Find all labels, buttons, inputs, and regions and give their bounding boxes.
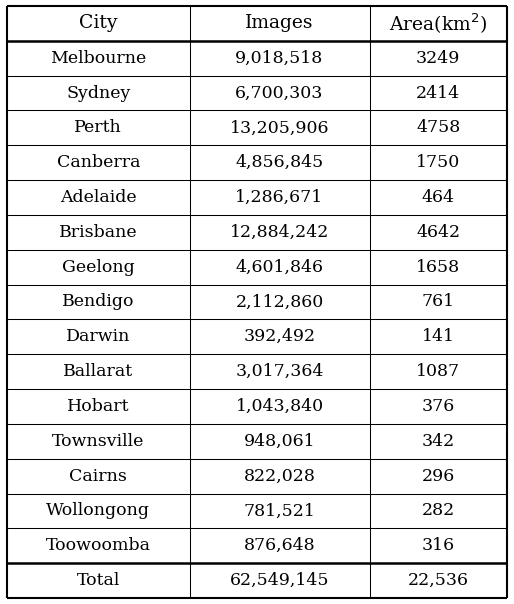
Text: 1658: 1658 bbox=[416, 259, 461, 275]
Text: Sydney: Sydney bbox=[66, 85, 131, 101]
Text: 948,061: 948,061 bbox=[244, 433, 315, 450]
Text: 781,521: 781,521 bbox=[244, 503, 316, 519]
Text: 2414: 2414 bbox=[416, 85, 461, 101]
Text: 3249: 3249 bbox=[416, 50, 461, 66]
Text: Ballarat: Ballarat bbox=[63, 363, 133, 380]
Text: 316: 316 bbox=[421, 538, 455, 554]
Text: Townsville: Townsville bbox=[52, 433, 144, 450]
Text: 9,018,518: 9,018,518 bbox=[235, 50, 324, 66]
Text: 876,648: 876,648 bbox=[244, 538, 315, 554]
Text: 822,028: 822,028 bbox=[244, 467, 316, 484]
Text: Brisbane: Brisbane bbox=[59, 224, 138, 241]
Text: 1,286,671: 1,286,671 bbox=[235, 189, 324, 206]
Text: 4642: 4642 bbox=[416, 224, 461, 241]
Text: 1,043,840: 1,043,840 bbox=[235, 398, 323, 415]
Text: Area(km$^2$): Area(km$^2$) bbox=[389, 11, 487, 36]
Text: Geelong: Geelong bbox=[62, 259, 135, 275]
Text: Adelaide: Adelaide bbox=[60, 189, 137, 206]
Text: 342: 342 bbox=[421, 433, 455, 450]
Text: City: City bbox=[79, 14, 118, 33]
Text: 296: 296 bbox=[421, 467, 455, 484]
Text: 464: 464 bbox=[422, 189, 455, 206]
Text: 4,856,845: 4,856,845 bbox=[235, 154, 324, 171]
Text: 2,112,860: 2,112,860 bbox=[235, 294, 324, 310]
Text: Darwin: Darwin bbox=[66, 329, 131, 345]
Text: Toowoomba: Toowoomba bbox=[46, 538, 151, 554]
Text: Bendigo: Bendigo bbox=[62, 294, 135, 310]
Text: 13,205,906: 13,205,906 bbox=[230, 120, 329, 137]
Text: 282: 282 bbox=[421, 503, 455, 519]
Text: 1087: 1087 bbox=[416, 363, 461, 380]
Text: Hobart: Hobart bbox=[67, 398, 130, 415]
Text: 761: 761 bbox=[421, 294, 455, 310]
Text: 22,536: 22,536 bbox=[408, 572, 469, 589]
Text: Wollongong: Wollongong bbox=[46, 503, 150, 519]
Text: Total: Total bbox=[77, 572, 120, 589]
Text: Canberra: Canberra bbox=[57, 154, 140, 171]
Text: Perth: Perth bbox=[75, 120, 122, 137]
Text: 392,492: 392,492 bbox=[244, 329, 316, 345]
Text: 3,017,364: 3,017,364 bbox=[235, 363, 324, 380]
Text: Melbourne: Melbourne bbox=[50, 50, 146, 66]
Text: 4758: 4758 bbox=[416, 120, 461, 137]
Text: Images: Images bbox=[245, 14, 314, 33]
Text: Cairns: Cairns bbox=[69, 467, 127, 484]
Text: 4,601,846: 4,601,846 bbox=[235, 259, 323, 275]
Text: 376: 376 bbox=[421, 398, 455, 415]
Text: 62,549,145: 62,549,145 bbox=[230, 572, 329, 589]
Text: 6,700,303: 6,700,303 bbox=[235, 85, 324, 101]
Text: 12,884,242: 12,884,242 bbox=[230, 224, 329, 241]
Text: 141: 141 bbox=[422, 329, 455, 345]
Text: 1750: 1750 bbox=[416, 154, 461, 171]
